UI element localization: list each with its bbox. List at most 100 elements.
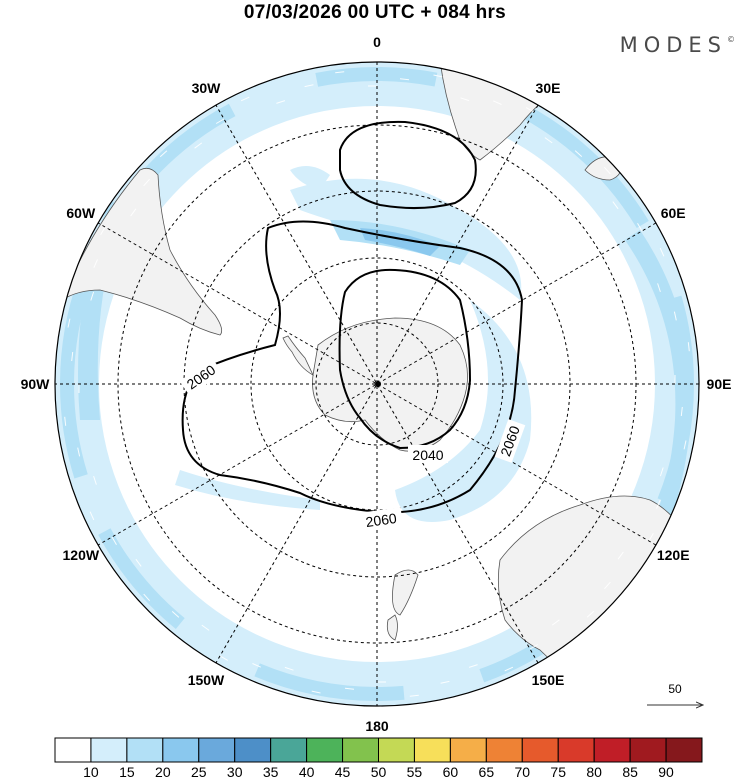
wind-vector — [276, 100, 286, 104]
colorbar-swatch — [521, 737, 559, 763]
wind-vector — [284, 666, 294, 671]
wind-vector — [468, 664, 478, 668]
wind-vector — [574, 150, 583, 157]
map-title: 07/03/2026 00 UTC + 084 hrs — [243, 2, 507, 23]
wind-vector — [143, 593, 151, 602]
brand-copyright-mark: © — [727, 35, 735, 44]
contour-2040 — [338, 268, 472, 450]
colorbar: 10 15 20 25 30 35 40 45 50 55 60 65 70 75 80 85 90 — [54, 737, 703, 780]
wind-vector — [504, 666, 514, 672]
colorbar-swatch — [629, 737, 667, 763]
contour-label-bg-south — [358, 507, 404, 531]
wind-patch-north — [290, 166, 330, 190]
meridian-150 — [215, 104, 539, 664]
colorbar-tick-label: 10 — [83, 764, 99, 780]
colorbar-swatch — [342, 737, 379, 763]
new-zealand-south-island — [386, 614, 398, 641]
wind-vector — [64, 416, 67, 426]
wind-vector — [440, 680, 450, 684]
wind-vector — [409, 694, 419, 697]
longitude-label-150w: 150W — [188, 672, 225, 688]
colorbar-tick-label: 85 — [622, 764, 638, 780]
colorbar-swatch — [162, 737, 200, 763]
wind-vector — [683, 440, 687, 450]
contour-label-2040: 2040 — [412, 447, 443, 463]
wind-region-north — [290, 178, 522, 300]
longitude-labels: 0 30E 60E 90E 120E 150E 180 150W 120W 90W 60W 30W — [21, 34, 732, 734]
colorbar-swatch — [593, 737, 631, 763]
longitude-label-60e: 60E — [661, 205, 686, 221]
antarctic-peninsula — [282, 335, 314, 376]
wind-vector — [194, 142, 203, 149]
wind-vector — [604, 581, 611, 590]
wind-vector — [143, 178, 150, 187]
colorbar-tick-label: 90 — [658, 764, 674, 780]
colorbar-tick-label: 70 — [514, 764, 530, 780]
wind-vector — [617, 551, 624, 560]
wind-vector — [544, 137, 553, 144]
wind-vector — [100, 226, 106, 236]
colorbar-tick-label: 15 — [119, 764, 135, 780]
colorbar-tick-label: 75 — [550, 764, 566, 780]
colorbar-swatch — [234, 737, 272, 763]
wind-vector — [460, 97, 470, 102]
wind-vector — [159, 150, 168, 158]
wind-vector — [171, 611, 180, 618]
brand-name: MODES — [619, 33, 727, 57]
wind-vector — [201, 624, 210, 631]
colorbar-tick-label: 35 — [263, 764, 279, 780]
contour-2060 — [181, 220, 524, 514]
wind-vector — [529, 644, 539, 650]
meridian-60 — [97, 222, 657, 546]
colorbar-tick-label: 60 — [443, 764, 459, 780]
longitude-label-30w: 30W — [192, 80, 222, 96]
south-pole-marker — [375, 381, 381, 387]
wind-vector — [93, 259, 98, 269]
wind-vector — [215, 118, 225, 124]
wind-vector — [304, 84, 314, 88]
longitude-label-90w: 90W — [21, 376, 51, 392]
longitude-label-150e: 150E — [532, 672, 565, 688]
wind-vector — [657, 283, 661, 293]
new-zealand — [392, 569, 419, 616]
wind-vector — [219, 655, 229, 661]
colorbar-swatch — [198, 737, 236, 763]
colorbar-tick-label: 45 — [335, 764, 351, 780]
wind-vector — [492, 100, 502, 105]
wind-vector — [89, 511, 95, 521]
wind-region-southwest — [175, 470, 320, 510]
wind-vector — [71, 351, 74, 362]
wind-vector — [130, 208, 137, 217]
longitude-label-30e: 30E — [536, 80, 561, 96]
wind-vector — [551, 619, 560, 626]
wind-vector — [399, 78, 410, 81]
wind-vector — [240, 96, 250, 102]
wind-vector — [90, 291, 95, 301]
wind-vector — [659, 467, 664, 477]
wind-vector — [67, 318, 71, 328]
wind-vector — [135, 558, 142, 567]
wind-vector — [648, 532, 654, 542]
wind-vector — [335, 71, 345, 74]
longitude-label-180: 180 — [365, 718, 389, 734]
wind-vector — [344, 687, 355, 690]
colorbar-swatch — [126, 737, 164, 763]
wind-vector — [525, 107, 535, 113]
contour-label-2060-south: 2060 — [365, 510, 398, 530]
colorbar-swatch — [54, 737, 92, 763]
vector-legend: 50 — [647, 682, 703, 705]
colorbar-tick-label: 80 — [586, 764, 602, 780]
colorbar-tick-label: 25 — [191, 764, 207, 780]
wind-vector — [93, 475, 97, 485]
south-america — [61, 167, 223, 336]
wind-vector — [612, 201, 619, 210]
longitude-label-0: 0 — [373, 34, 381, 50]
wind-vector — [680, 406, 683, 417]
colorbar-swatch — [270, 737, 308, 763]
colorbar-tick-label: 65 — [479, 764, 495, 780]
colorbar-swatch — [378, 737, 415, 763]
wind-jet-west — [78, 200, 125, 420]
contour-label-bg-east — [494, 419, 526, 463]
